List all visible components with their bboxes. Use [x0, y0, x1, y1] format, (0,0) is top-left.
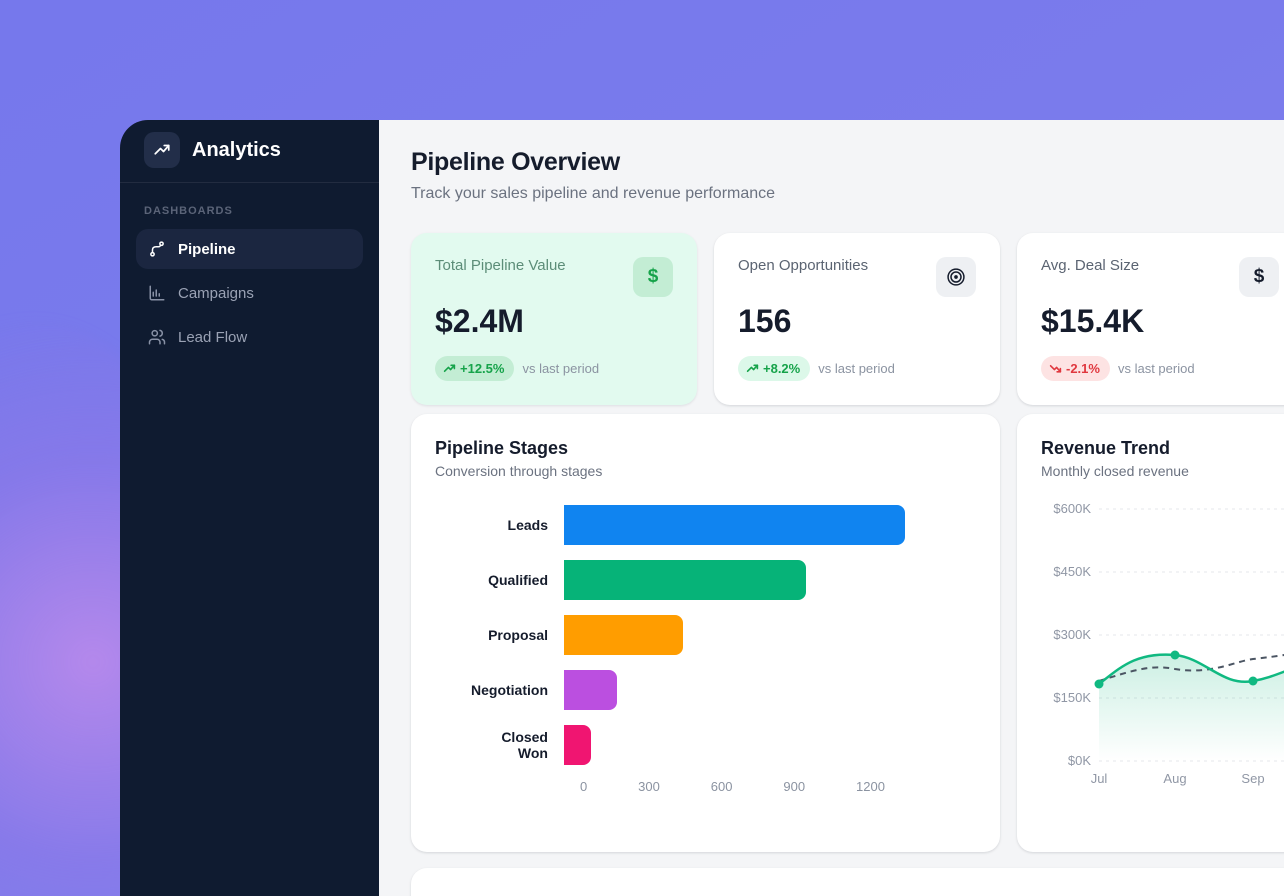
svg-text:Jul: Jul — [1091, 771, 1108, 786]
svg-text:Sep: Sep — [1241, 771, 1264, 786]
svg-text:$300K: $300K — [1053, 627, 1091, 642]
svg-text:$450K: $450K — [1053, 564, 1091, 579]
svg-text:Aug: Aug — [1163, 771, 1186, 786]
svg-text:$150K: $150K — [1053, 690, 1091, 705]
svg-text:$0K: $0K — [1068, 753, 1091, 768]
svg-text:$600K: $600K — [1053, 501, 1091, 516]
